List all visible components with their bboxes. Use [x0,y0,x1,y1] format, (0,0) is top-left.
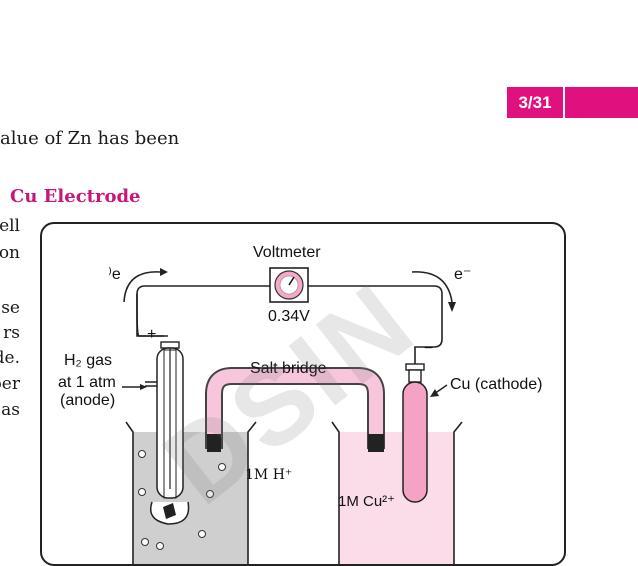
salt-bridge-label: Salt bridge [250,360,327,377]
voltage-reading: 0.34V [268,308,310,325]
cu-electrode [402,381,428,503]
cu-solution-label: 1M Cu²⁺ [338,493,396,510]
page-number-badge: 3/31 [507,87,563,118]
salt-bridge-plug-left [207,434,221,452]
electron-arrow-left [123,271,161,303]
text-fragment: ell [0,216,20,236]
h2-gas-label: H₂ gas [64,352,113,369]
right-beaker-wall [331,421,340,564]
electron-arrow-right [411,271,453,303]
text-fragment: de. [0,348,20,368]
wire-left [136,285,270,337]
text-fragment: per [0,374,20,394]
voltmeter-needle [288,276,295,286]
text-fragment: on [0,243,20,263]
section-heading: Cu Electrode [10,186,141,207]
voltmeter-label: Voltmeter [253,244,321,261]
cathode-label: Cu (cathode) [450,376,543,393]
anode-label: (anode) [60,392,116,409]
page-header-bar [563,87,638,118]
h-solution [133,432,248,564]
h2-electrode-cap [160,341,180,349]
body-text-line: alue of Zn has been [0,128,180,149]
cell-diagram [122,267,463,564]
text-fragment: se [1,298,20,318]
text-fragment: as [1,400,20,420]
cu-solution [339,432,454,564]
text-fragment: rs [3,323,20,343]
salt-bridge-plug-right [368,434,384,452]
gas-inlet [145,381,157,387]
anode-plus-sign: + [147,326,157,343]
platinum-foil [163,503,176,519]
cathode-minus-sign: − [424,340,434,357]
cu-electrode-cap [405,363,425,371]
h-solution-label: 1M H⁺ [245,467,293,483]
salt-bridge [207,369,383,449]
left-beaker-wall [125,421,134,564]
galvanic-cell-figure: Voltmeter 0.34V ⁾e e⁻ + − H₂ gas at 1 at… [40,222,566,566]
wire-right [308,285,443,364]
pressure-label: at 1 atm [58,374,116,391]
electron-label-left: ⁾e [108,266,121,283]
electron-label-right: e⁻ [454,266,472,283]
